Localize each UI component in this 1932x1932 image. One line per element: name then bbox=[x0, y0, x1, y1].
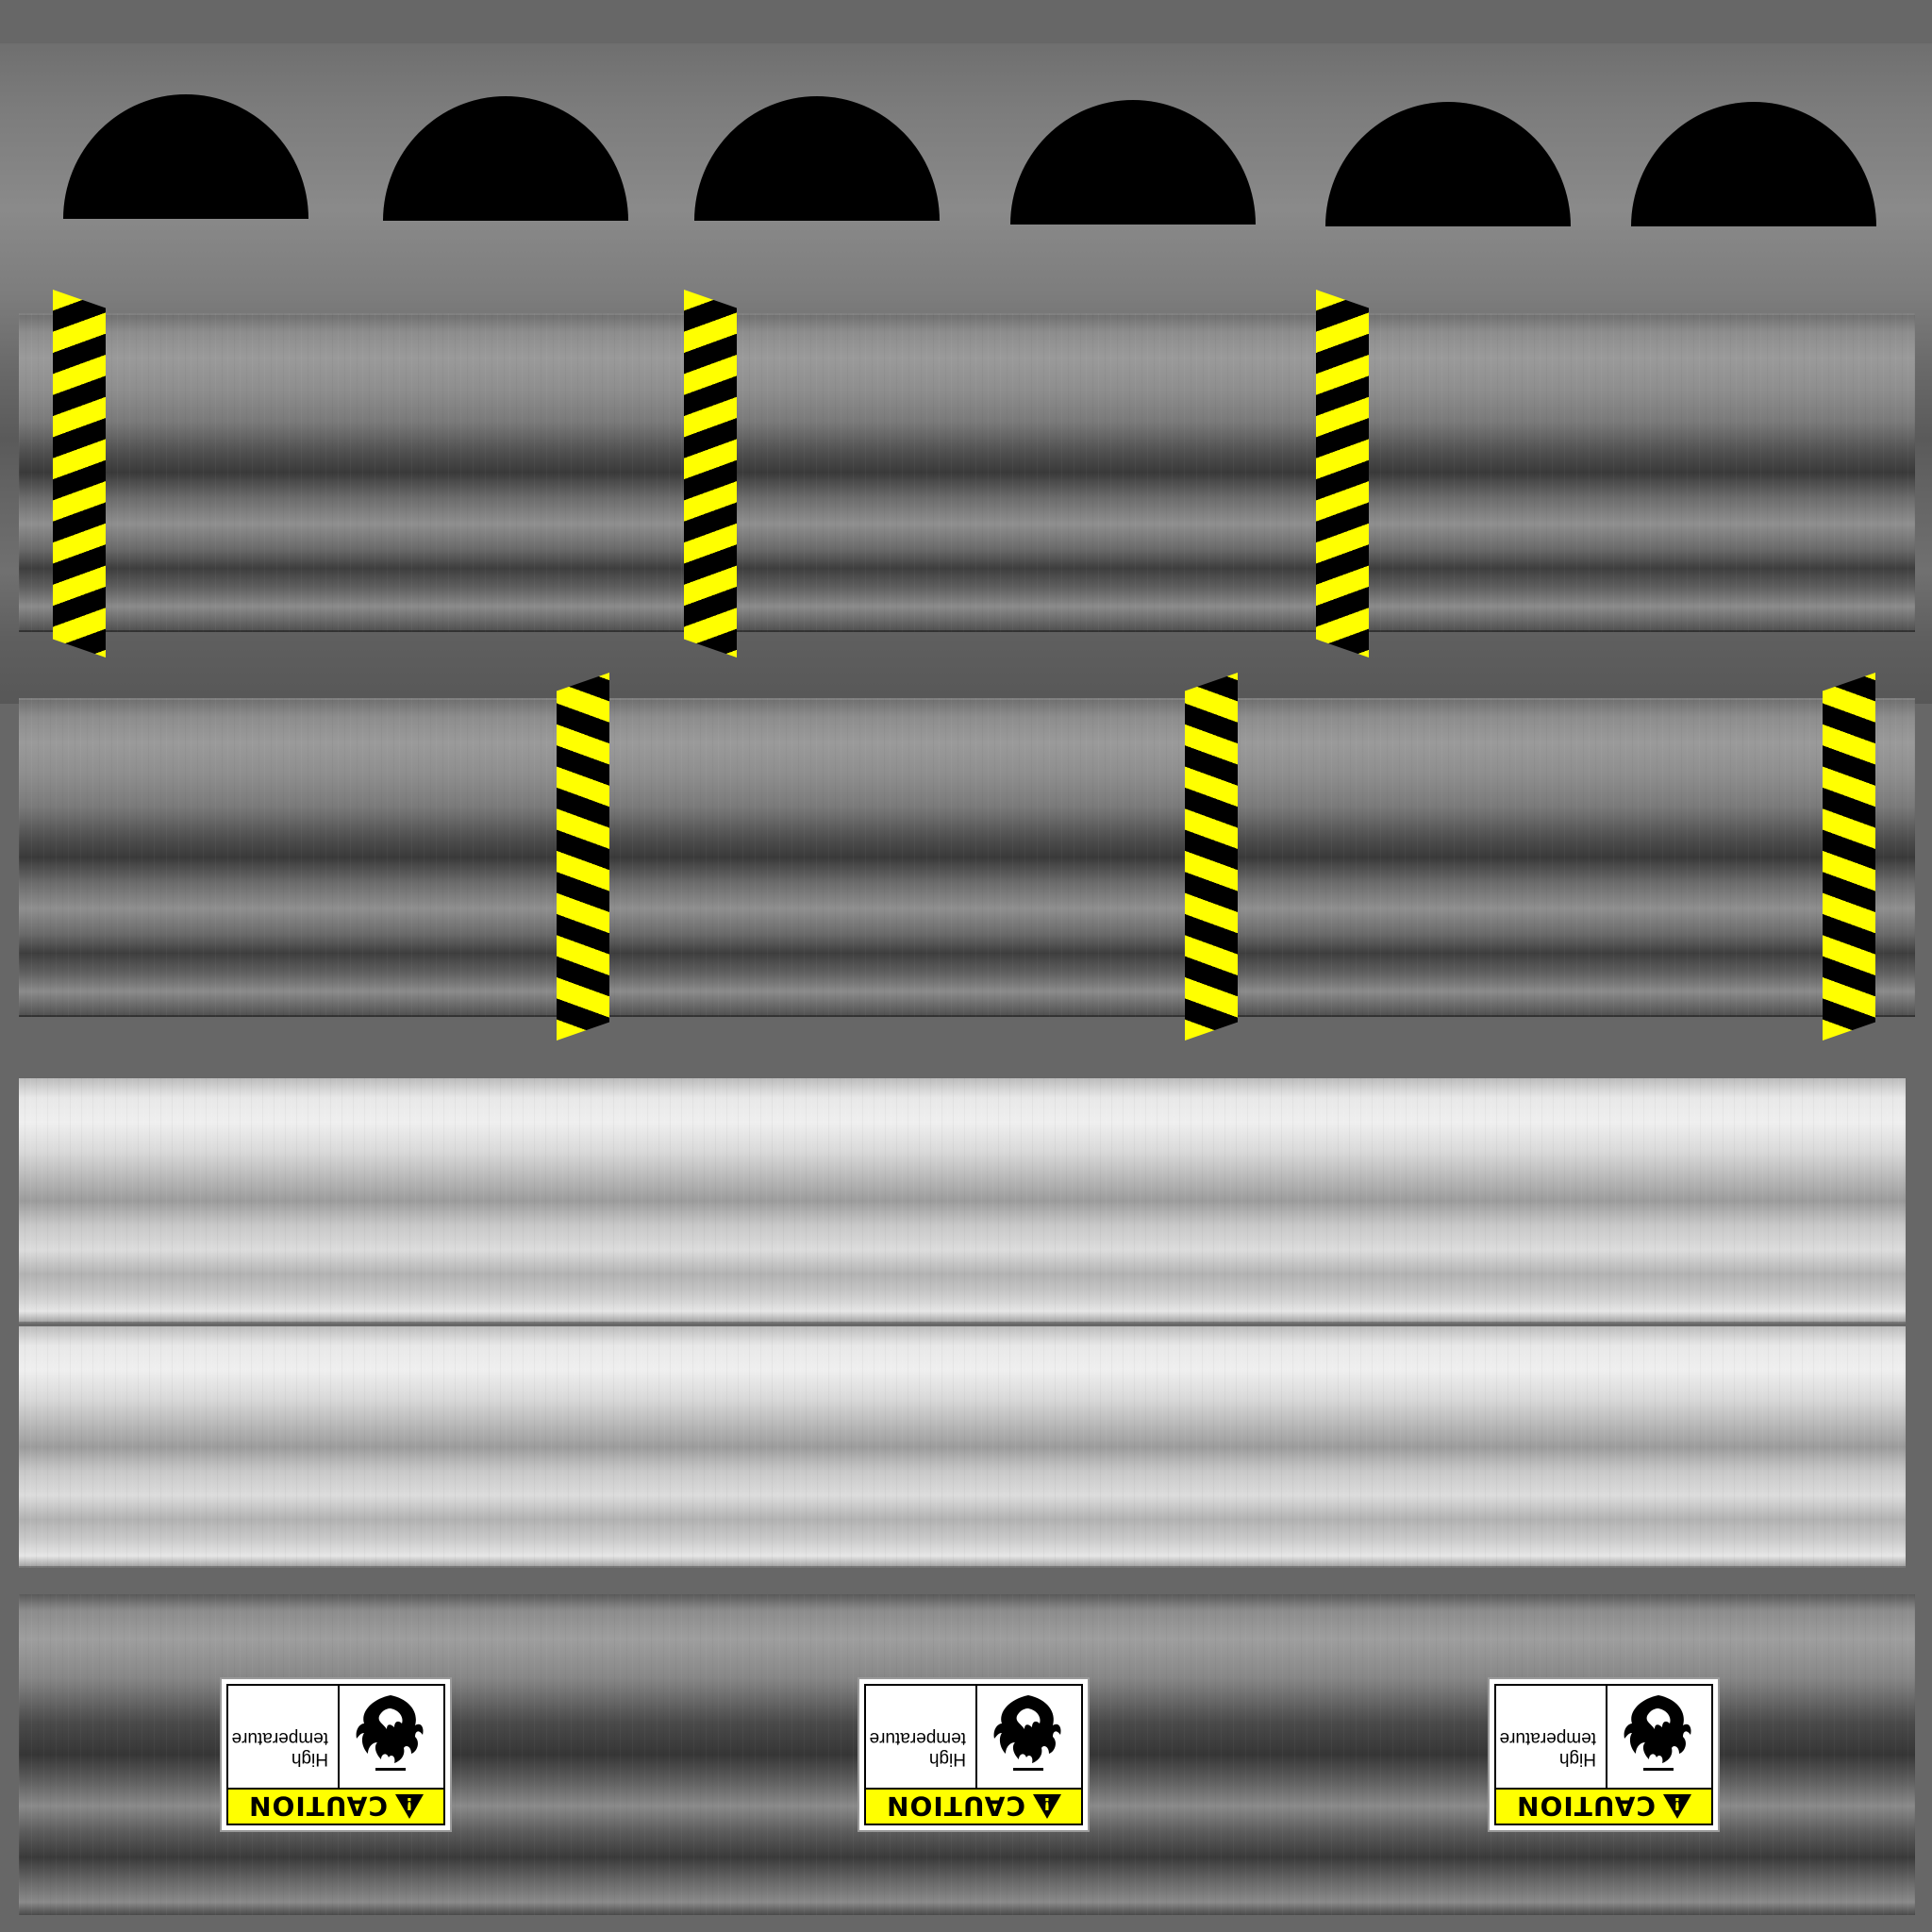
hazard-strip bbox=[684, 290, 737, 658]
sign-line-2: temperature bbox=[225, 1727, 328, 1748]
sign-divider bbox=[338, 1686, 340, 1788]
flame-icon bbox=[1619, 1693, 1698, 1774]
pipe-row-2 bbox=[19, 698, 1915, 1017]
sign-line-2: temperature bbox=[862, 1727, 966, 1748]
sign-divider bbox=[1606, 1686, 1607, 1788]
caution-band: CAUTION bbox=[228, 1788, 443, 1824]
hazard-strip bbox=[557, 673, 609, 1041]
caution-heading: CAUTION bbox=[886, 1791, 1025, 1823]
flame-icon bbox=[989, 1693, 1068, 1774]
warning-triangle-icon bbox=[395, 1794, 424, 1819]
caution-sign-inner: CAUTION High temperature bbox=[226, 1684, 445, 1825]
caution-sign-inner: CAUTION High temperature bbox=[1494, 1684, 1713, 1825]
flame-icon bbox=[351, 1693, 430, 1774]
sign-divider bbox=[975, 1686, 977, 1788]
caution-sign: CAUTION High temperature bbox=[858, 1677, 1090, 1832]
light-pipe-2 bbox=[19, 1326, 1906, 1568]
sign-text: High temperature bbox=[1492, 1727, 1596, 1769]
sign-text: High temperature bbox=[862, 1727, 966, 1769]
sign-line-1: High bbox=[862, 1748, 966, 1769]
caution-heading: CAUTION bbox=[1516, 1791, 1656, 1823]
caution-band: CAUTION bbox=[1496, 1788, 1711, 1824]
warning-triangle-icon bbox=[1663, 1794, 1691, 1819]
sign-line-2: temperature bbox=[1492, 1727, 1596, 1748]
hazard-strip bbox=[1823, 673, 1875, 1041]
hazard-strip bbox=[1185, 673, 1238, 1041]
hazard-strip bbox=[1316, 290, 1369, 658]
caution-sign: CAUTION High temperature bbox=[1488, 1677, 1720, 1832]
sign-line-1: High bbox=[225, 1748, 328, 1769]
sign-text: High temperature bbox=[225, 1727, 328, 1769]
caution-band: CAUTION bbox=[866, 1788, 1081, 1824]
pipe-row-1 bbox=[19, 313, 1915, 632]
caution-heading: CAUTION bbox=[248, 1791, 388, 1823]
caution-sign-inner: CAUTION High temperature bbox=[864, 1684, 1083, 1825]
caution-sign: CAUTION High temperature bbox=[220, 1677, 452, 1832]
hazard-strip bbox=[53, 290, 106, 658]
warning-triangle-icon bbox=[1033, 1794, 1061, 1819]
sign-line-1: High bbox=[1492, 1748, 1596, 1769]
light-pipe-1 bbox=[19, 1078, 1906, 1324]
